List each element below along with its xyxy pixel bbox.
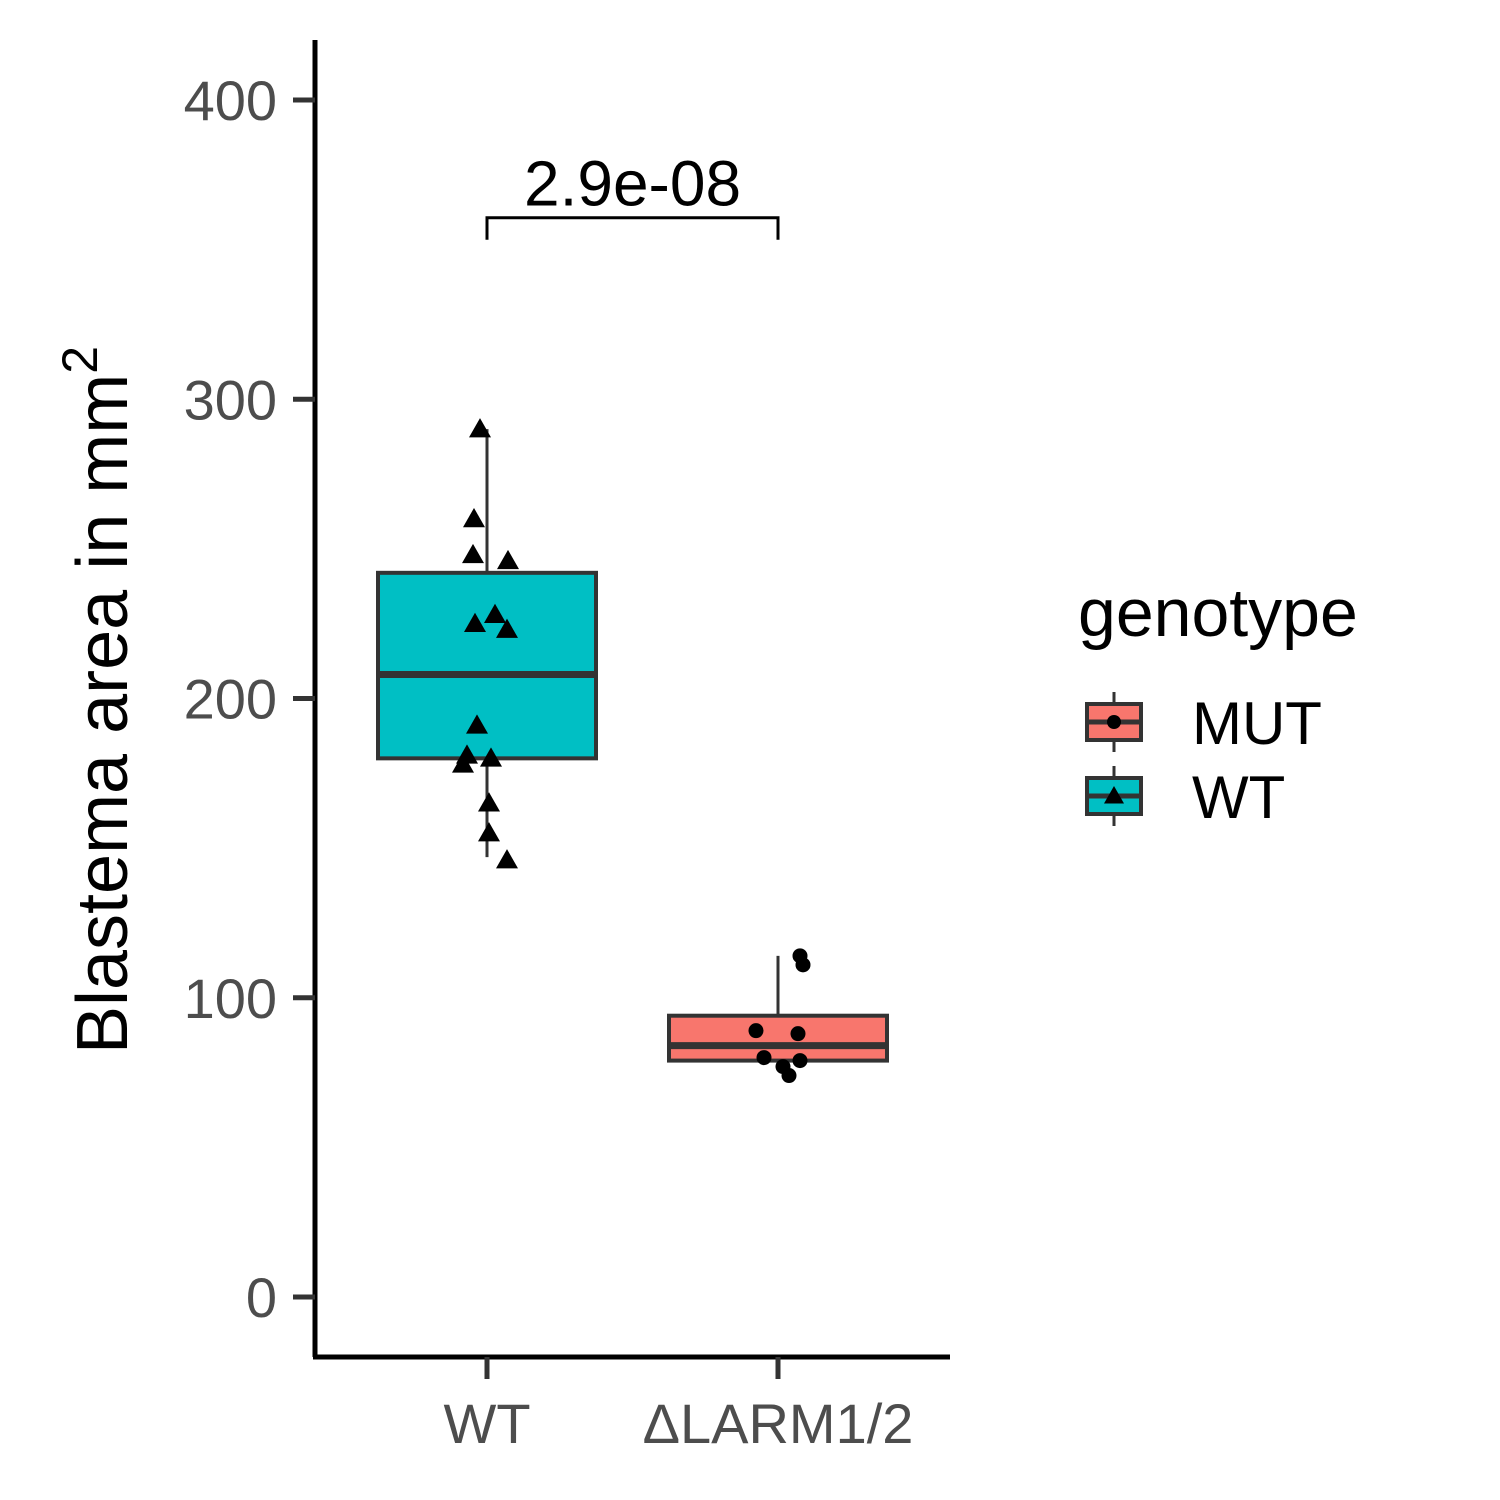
- data-point: [756, 1050, 772, 1066]
- legend-key-point: [1104, 786, 1124, 804]
- box-mut: [667, 1013, 889, 1063]
- data-point: [478, 822, 500, 842]
- significance-annotation: 2.9e-08: [485, 148, 780, 240]
- data-point: [464, 612, 486, 632]
- data-point: [497, 549, 519, 570]
- data-point: [452, 753, 474, 773]
- data-point: [792, 1053, 808, 1069]
- data-point: [462, 543, 484, 564]
- y-tick-label: 400: [184, 69, 277, 132]
- y-axis-title-text: Blastema area in mm2: [52, 346, 143, 1054]
- data-point: [790, 1026, 806, 1042]
- data-point: [478, 792, 500, 812]
- comparison-bracket: [485, 216, 780, 240]
- boxes: [376, 429, 889, 1063]
- x-tick-label: WT: [443, 1392, 530, 1455]
- axes: 0 100 200 300 400 WT ΔLARM1/2: [184, 40, 950, 1455]
- y-axis-title-main: Blastema area in mm: [63, 374, 143, 1054]
- y-axis-title: Blastema area in mm2: [52, 346, 143, 1054]
- legend-title: genotype: [1078, 575, 1358, 651]
- data-point: [469, 418, 491, 438]
- data-point: [496, 849, 518, 869]
- y-axis-title-superscript: 2: [52, 346, 108, 374]
- y-tick-label: 100: [184, 967, 277, 1030]
- y-tick-label: 0: [246, 1266, 277, 1329]
- data-point: [484, 603, 506, 623]
- legend-label: WT: [1192, 764, 1285, 831]
- data-point: [480, 747, 502, 767]
- data-point: [748, 1023, 764, 1039]
- box-wt: [376, 570, 598, 761]
- data-point: [496, 618, 518, 638]
- data-point: [781, 1068, 797, 1084]
- x-tick-label: ΔLARM1/2: [643, 1392, 914, 1455]
- data-point: [463, 507, 485, 528]
- legend: genotype MUT WT: [1078, 575, 1358, 831]
- data-points: [452, 418, 811, 1084]
- legend-key-point: [1107, 715, 1121, 729]
- p-value-label: 2.9e-08: [524, 148, 741, 220]
- y-tick-label: 300: [184, 368, 277, 431]
- legend-label: MUT: [1192, 690, 1322, 757]
- data-point: [795, 957, 811, 973]
- y-tick-label: 200: [184, 668, 277, 731]
- data-point: [466, 714, 488, 734]
